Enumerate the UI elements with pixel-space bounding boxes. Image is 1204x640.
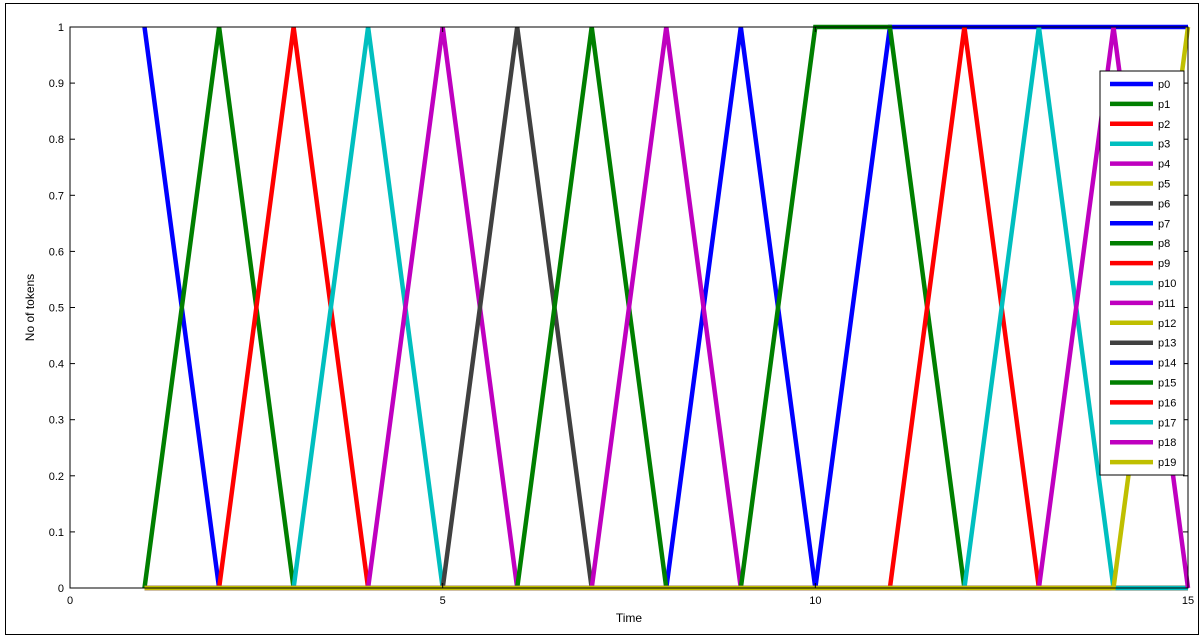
x-tick-label: 0 [67,595,73,607]
x-tick-label: 10 [809,595,821,607]
x-tick-label: 5 [440,595,446,607]
legend-label-p6: p6 [1158,198,1170,210]
y-axis-label: No of tokens [23,274,37,341]
y-tick-label: 0.1 [49,527,64,539]
legend-label-p18: p18 [1158,437,1176,449]
legend-label-p11: p11 [1158,298,1176,310]
legend-label-p16: p16 [1158,397,1176,409]
legend-label-p19: p19 [1158,457,1176,469]
y-tick-label: 1 [58,22,64,34]
legend-label-p10: p10 [1158,278,1176,290]
y-tick-label: 0.5 [49,303,64,315]
series-line-p17 [144,26,1188,591]
series-line-p8 [144,26,1188,591]
legend-label-p13: p13 [1158,338,1176,350]
legend-label-p8: p8 [1158,238,1170,250]
y-tick-label: 0.4 [49,359,64,371]
series-line-p19 [144,26,1191,591]
legend-label-p12: p12 [1158,318,1176,330]
series-line-p16 [144,26,1188,591]
y-tick-label: 0 [58,583,64,595]
figure-frame: 0 0.1 0.2 0.3 0.4 0.5 0.6 0.7 0.8 0.9 1 0 5 10 15 Time… [5,3,1199,635]
x-axis-label: Time [616,611,643,625]
legend-label-p9: p9 [1158,258,1170,270]
series-line-p15 [144,24,1188,591]
axis-ticks: 00.10.20.30.40.50.60.70.80.910 5 10 15 [49,22,1194,607]
y-tick-label: 0.7 [49,190,64,202]
legend-label-p3: p3 [1158,139,1170,151]
legend-label-p0: p0 [1158,79,1170,91]
legend-label-p2: p2 [1158,119,1170,131]
series-line-p3 [291,26,1188,591]
series-line-p1 [142,26,1188,591]
series-line-p14 [144,24,1188,591]
legend-label-p17: p17 [1158,417,1176,429]
y-tick-label: 0.3 [49,415,64,427]
series-lines [142,24,1191,591]
series-line-p0 [142,26,1188,591]
series-line-p18 [144,26,1191,591]
legend-label-p7: p7 [1158,218,1170,230]
legend-label-p5: p5 [1158,179,1170,191]
y-tick-label: 0.9 [49,78,64,90]
legend-label-p1: p1 [1158,99,1170,111]
series-line-p7 [144,26,1188,591]
legend-label-p4: p4 [1158,159,1170,171]
x-tick-label: 15 [1182,595,1194,607]
line-chart: 00.10.20.30.40.50.60.70.80.910 5 10 15 Time… [23,22,1194,625]
y-tick-label: 0.2 [49,471,64,483]
y-tick-label: 0.8 [49,134,64,146]
legend-label-p15: p15 [1158,378,1176,390]
y-tick-label: 0.6 [49,246,64,258]
legend-label-p14: p14 [1158,358,1176,370]
legend-box [1099,70,1185,476]
legend: p0 p1 p2 p3 p4 p5 p6 p7 p8 p9 p10 p11 p12 p13 p14 p15 p1… [1099,70,1185,476]
series-line-p11 [144,26,1188,591]
